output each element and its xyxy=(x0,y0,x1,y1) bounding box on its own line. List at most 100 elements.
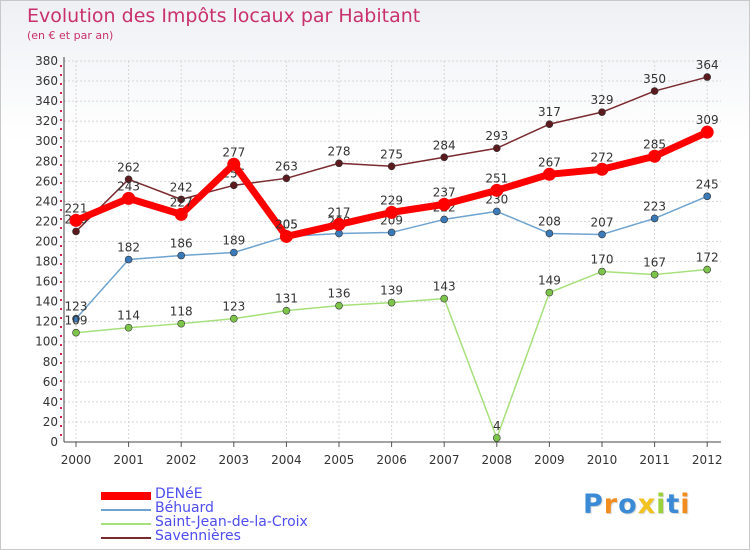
data-label: 285 xyxy=(643,137,666,151)
data-point xyxy=(650,87,659,95)
data-point xyxy=(703,73,712,81)
y-tick-label: 0 xyxy=(50,435,58,449)
data-label: 114 xyxy=(117,309,140,323)
data-point xyxy=(332,217,346,231)
y-tick-label: 220 xyxy=(35,214,58,228)
data-label: 242 xyxy=(170,180,193,194)
data-point xyxy=(440,153,449,162)
data-label: 118 xyxy=(170,305,193,319)
data-label: 284 xyxy=(433,138,456,152)
data-label: 350 xyxy=(643,72,666,86)
data-point xyxy=(492,207,501,216)
y-tick-label: 120 xyxy=(35,315,58,329)
data-label: 189 xyxy=(222,234,245,248)
x-tick-label: 2011 xyxy=(639,453,670,467)
legend-item: DENéE xyxy=(101,486,401,503)
y-tick-label: 380 xyxy=(35,54,58,68)
data-point xyxy=(227,157,241,171)
data-point xyxy=(385,205,399,219)
axis-dot xyxy=(60,263,62,265)
data-label: 123 xyxy=(65,300,88,314)
data-point xyxy=(282,174,291,183)
axis-dot xyxy=(60,344,62,346)
data-point xyxy=(598,230,606,239)
x-tick-label: 2012 xyxy=(692,453,723,467)
data-point xyxy=(230,314,238,323)
data-point xyxy=(387,162,396,171)
x-tick-label: 2006 xyxy=(376,453,407,467)
x-tick-label: 2004 xyxy=(271,453,302,467)
data-label: 230 xyxy=(485,192,508,206)
legend-item: Béhuard xyxy=(101,500,401,517)
data-label: 172 xyxy=(696,251,719,265)
data-point xyxy=(703,192,712,201)
data-label: 217 xyxy=(328,205,351,219)
data-point xyxy=(72,328,80,337)
logo-letter: t xyxy=(666,489,681,520)
chart-subtitle: (en € et par an) xyxy=(27,29,114,42)
data-label: 139 xyxy=(380,284,403,298)
y-tick-label: 300 xyxy=(35,134,58,148)
axis-dot xyxy=(60,425,62,427)
data-label: 309 xyxy=(696,113,719,127)
y-tick-label: 100 xyxy=(35,335,58,349)
axis-dot xyxy=(60,245,62,247)
y-tick-label: 160 xyxy=(35,275,58,289)
axis-dot xyxy=(60,191,62,193)
data-point xyxy=(440,294,449,303)
x-tick-label: 2002 xyxy=(166,453,197,467)
logo-letter: i xyxy=(656,489,667,520)
chart-title: Evolution des Impôts locaux par Habitant xyxy=(27,5,421,27)
data-point xyxy=(595,162,609,176)
data-label: 262 xyxy=(117,160,140,174)
proxiti-logo: Proxiti xyxy=(583,489,691,520)
y-tick-label: 40 xyxy=(43,395,58,409)
axis-dot xyxy=(60,335,62,337)
axis-dot xyxy=(60,227,62,229)
data-label: 208 xyxy=(538,214,561,228)
axis-dot xyxy=(60,299,62,301)
logo-letter: P xyxy=(583,489,604,520)
legend-swatch xyxy=(101,492,151,500)
data-label: 293 xyxy=(485,129,508,143)
data-point xyxy=(440,215,449,224)
y-tick-label: 180 xyxy=(35,255,58,269)
data-label: 123 xyxy=(222,300,245,314)
data-label: 149 xyxy=(538,274,561,288)
data-label: 275 xyxy=(380,147,403,161)
axis-dot xyxy=(60,110,62,112)
data-point xyxy=(490,183,504,197)
axis-dot xyxy=(60,92,62,94)
data-label: 243 xyxy=(117,179,140,193)
data-label: 4 xyxy=(493,419,501,433)
y-tick-label: 80 xyxy=(43,355,58,369)
x-tick-label: 2003 xyxy=(219,453,250,467)
axis-dot xyxy=(60,83,62,85)
data-point xyxy=(650,270,659,279)
y-tick-label: 280 xyxy=(35,154,58,168)
data-label: 109 xyxy=(65,314,88,328)
data-label: 182 xyxy=(117,241,140,255)
data-label: 143 xyxy=(433,280,456,294)
legend-label: Savennières xyxy=(155,528,241,544)
data-point xyxy=(542,167,556,181)
data-point xyxy=(174,207,188,221)
legend-item: Savennières xyxy=(101,528,401,545)
axis-dot xyxy=(60,317,62,319)
data-label: 272 xyxy=(591,150,614,164)
data-point xyxy=(598,267,606,276)
data-point xyxy=(335,229,343,238)
data-point xyxy=(492,434,501,442)
data-label: 364 xyxy=(696,58,719,72)
data-point xyxy=(124,175,133,184)
y-tick-label: 20 xyxy=(43,415,58,429)
axis-dot xyxy=(60,398,62,400)
data-label: 131 xyxy=(275,292,298,306)
data-point xyxy=(700,125,714,139)
axis-dot xyxy=(60,137,62,139)
axis-dot xyxy=(60,326,62,328)
axis-dot xyxy=(60,155,62,157)
axis-dot xyxy=(60,308,62,310)
legend-swatch xyxy=(101,537,151,539)
